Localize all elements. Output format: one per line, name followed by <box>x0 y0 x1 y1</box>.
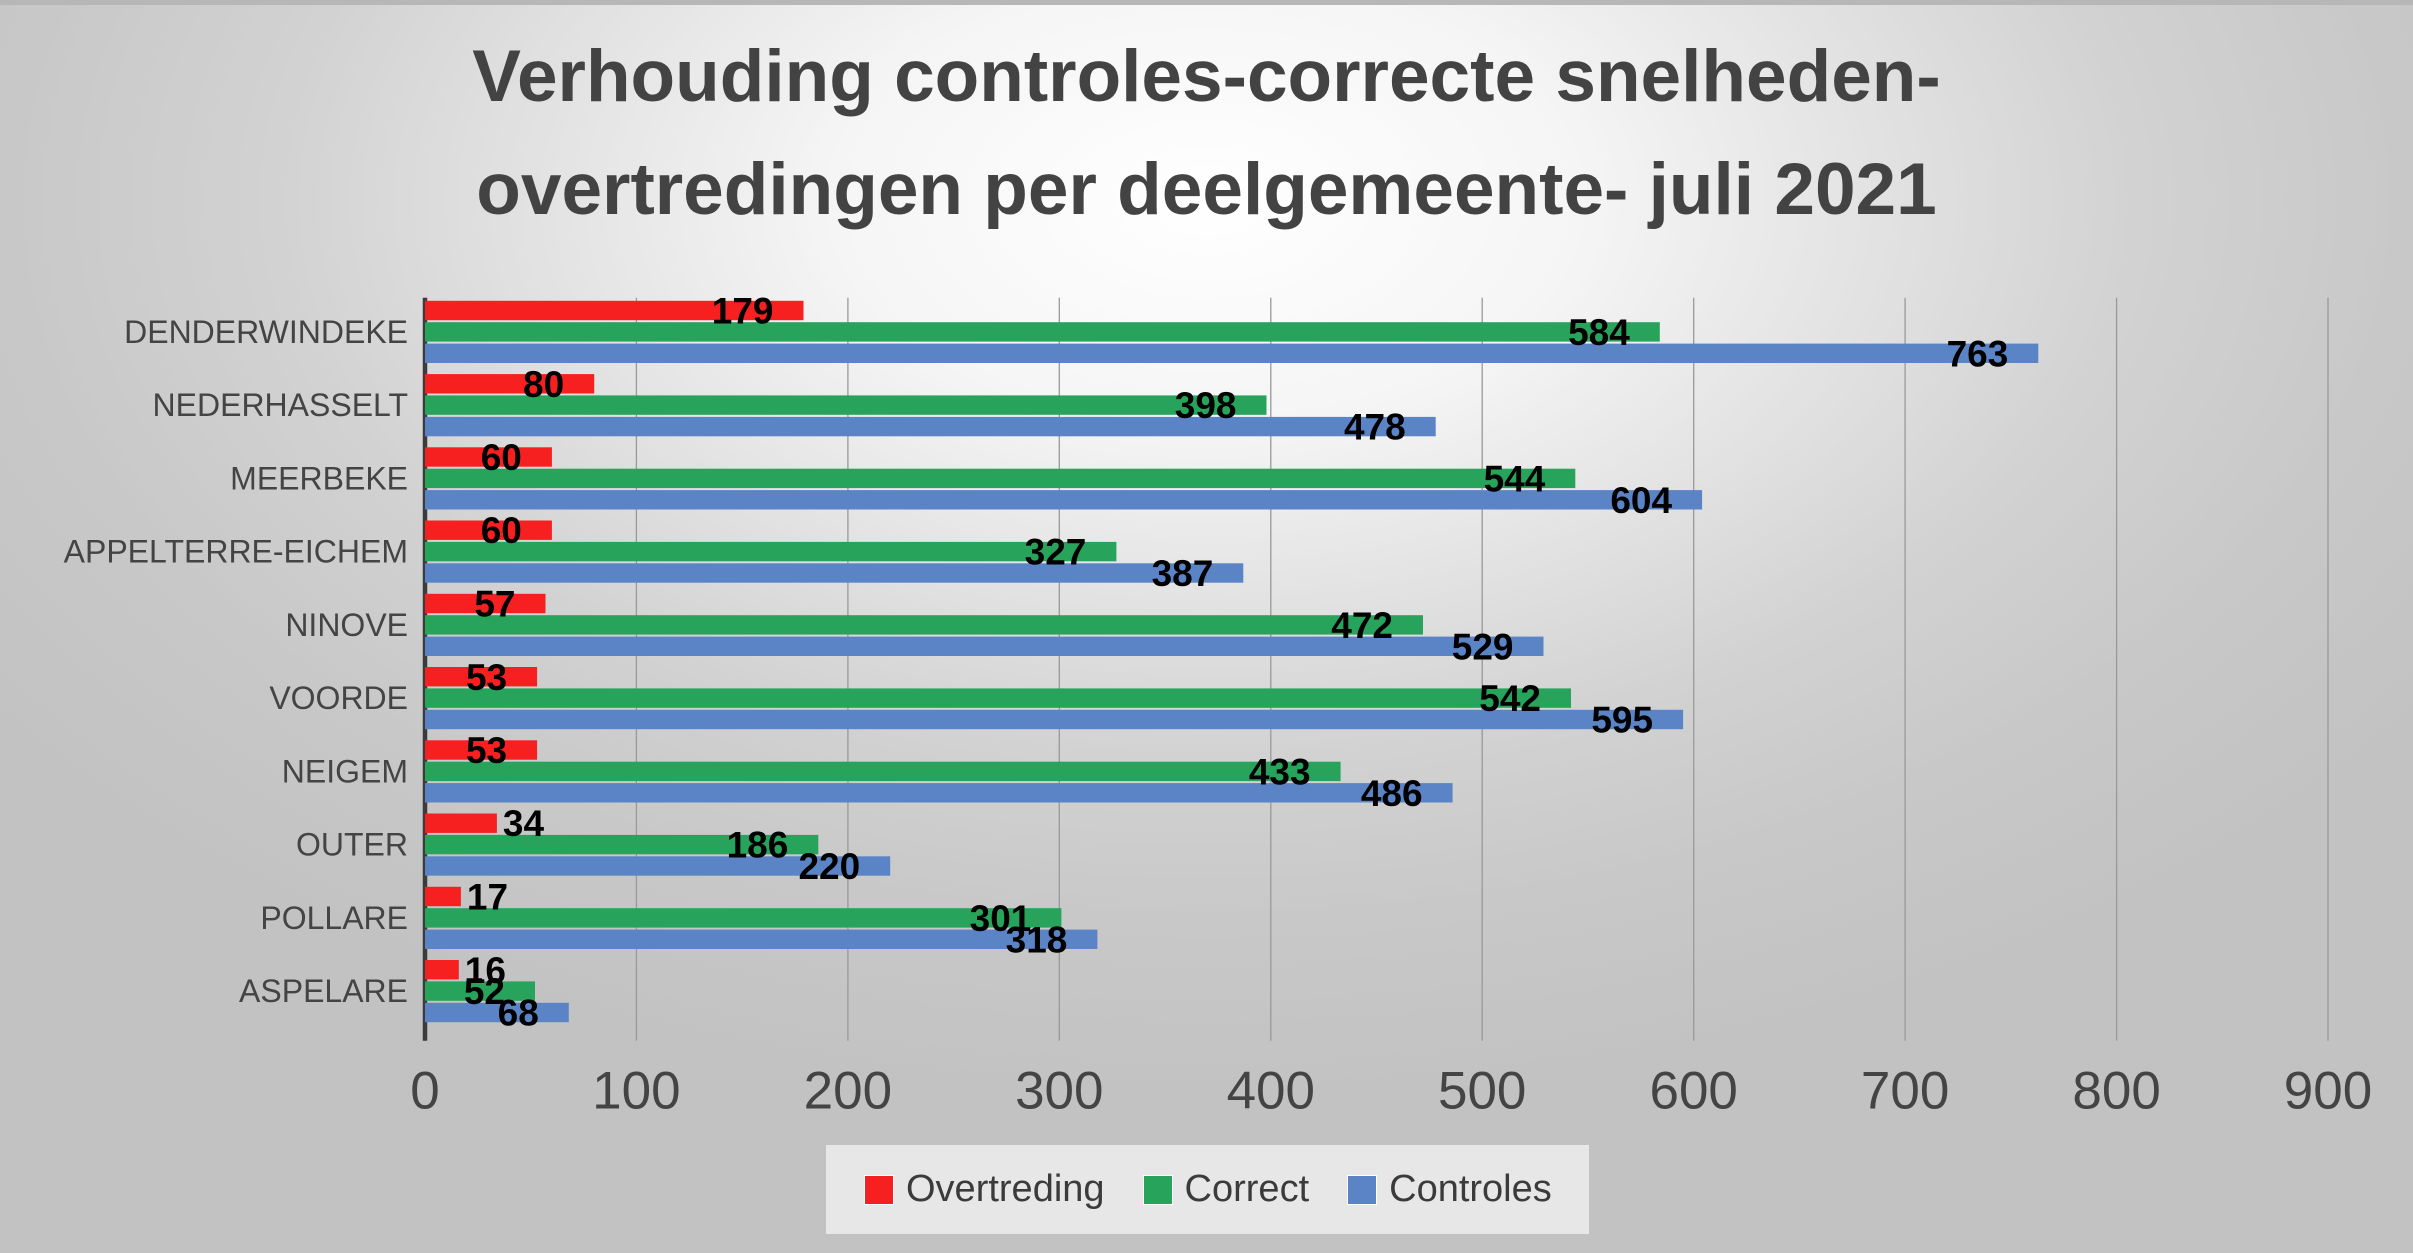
svg-text:300: 300 <box>1015 1062 1103 1121</box>
svg-text:APPELTERRE-EICHEM: APPELTERRE-EICHEM <box>64 534 408 570</box>
svg-text:400: 400 <box>1227 1062 1315 1121</box>
svg-text:500: 500 <box>1438 1062 1526 1121</box>
svg-text:763: 763 <box>1947 333 2009 374</box>
svg-text:60: 60 <box>481 510 522 551</box>
svg-text:POLLARE: POLLARE <box>260 900 408 936</box>
svg-text:DENDERWINDEKE: DENDERWINDEKE <box>124 314 408 350</box>
svg-text:472: 472 <box>1331 605 1393 646</box>
svg-text:387: 387 <box>1152 553 1214 594</box>
svg-text:595: 595 <box>1591 700 1653 741</box>
svg-text:604: 604 <box>1610 480 1672 521</box>
svg-text:200: 200 <box>804 1062 892 1121</box>
svg-text:68: 68 <box>498 993 539 1034</box>
svg-text:53: 53 <box>466 730 507 771</box>
svg-text:327: 327 <box>1025 532 1087 573</box>
svg-text:60: 60 <box>481 437 522 478</box>
svg-text:544: 544 <box>1484 458 1546 499</box>
svg-text:MEERBEKE: MEERBEKE <box>230 460 408 496</box>
svg-text:NINOVE: NINOVE <box>285 607 408 643</box>
svg-text:900: 900 <box>2284 1062 2372 1121</box>
svg-text:ASPELARE: ASPELARE <box>239 973 408 1009</box>
svg-text:600: 600 <box>1649 1062 1737 1121</box>
svg-text:800: 800 <box>2072 1062 2160 1121</box>
svg-text:478: 478 <box>1344 407 1406 448</box>
svg-text:700: 700 <box>1861 1062 1949 1121</box>
svg-text:179: 179 <box>712 291 774 332</box>
svg-text:NEDERHASSELT: NEDERHASSELT <box>153 387 408 423</box>
svg-text:80: 80 <box>523 364 564 405</box>
svg-text:34: 34 <box>503 803 545 844</box>
svg-text:53: 53 <box>466 657 507 698</box>
svg-text:186: 186 <box>727 825 789 866</box>
svg-text:529: 529 <box>1452 626 1514 667</box>
svg-text:433: 433 <box>1249 751 1311 792</box>
svg-text:100: 100 <box>592 1062 680 1121</box>
svg-text:OUTER: OUTER <box>296 827 408 863</box>
svg-text:220: 220 <box>798 846 860 887</box>
svg-text:318: 318 <box>1006 919 1068 960</box>
svg-text:398: 398 <box>1175 385 1237 426</box>
svg-text:542: 542 <box>1479 678 1541 719</box>
svg-text:NEIGEM: NEIGEM <box>282 753 408 789</box>
svg-text:57: 57 <box>474 584 515 625</box>
svg-text:584: 584 <box>1568 312 1630 353</box>
svg-text:17: 17 <box>467 877 508 918</box>
svg-text:0: 0 <box>410 1062 439 1121</box>
svg-text:486: 486 <box>1361 773 1423 814</box>
svg-text:VOORDE: VOORDE <box>269 680 408 716</box>
